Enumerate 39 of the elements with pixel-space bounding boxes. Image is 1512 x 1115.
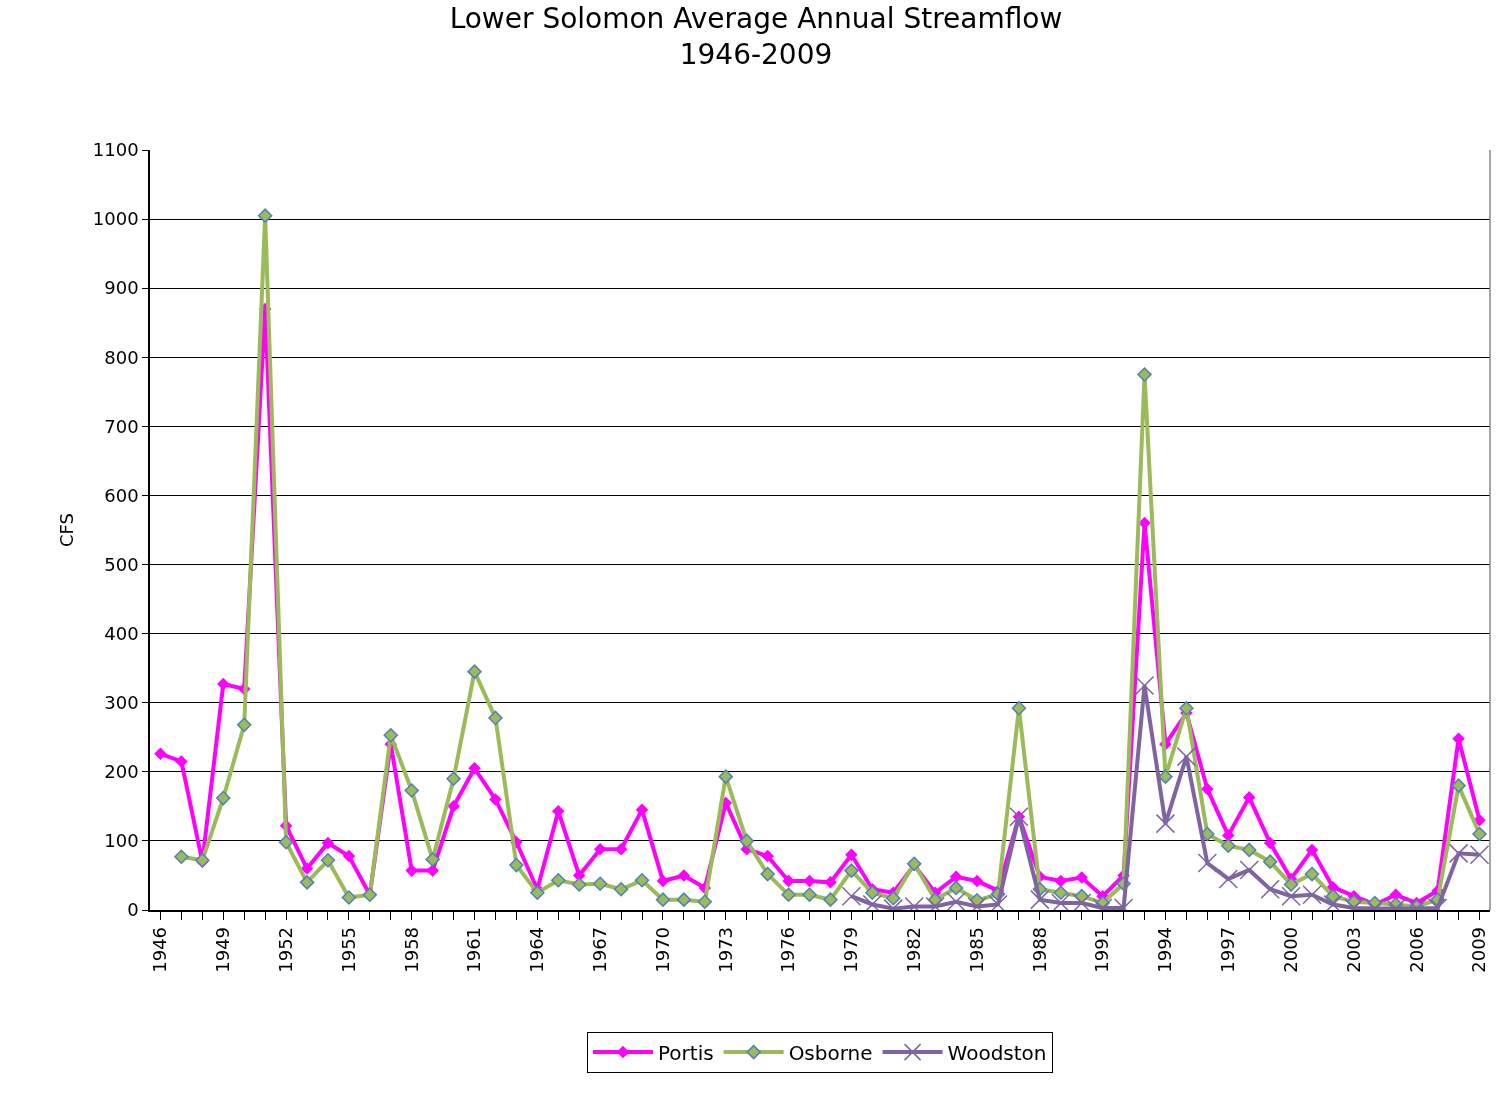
y-tick-label: 900 <box>104 277 139 299</box>
y-tick-label: 400 <box>104 622 139 644</box>
x-tick-label: 1997 <box>1217 926 1239 973</box>
y-axis-title: CFS <box>55 512 77 548</box>
y-tick-label: 100 <box>104 830 139 852</box>
x-tick-label: 1955 <box>337 926 359 973</box>
x-tick-label: 2003 <box>1342 926 1364 973</box>
x-tick-label: 1976 <box>777 926 799 973</box>
legend-label: Portis <box>658 1040 714 1065</box>
x-tick-label: 1958 <box>400 926 422 973</box>
x-tick-label: 2000 <box>1279 926 1301 973</box>
x-tick-label: 1979 <box>840 926 862 973</box>
x-tick-label: 1949 <box>212 926 234 973</box>
y-tick-label: 300 <box>104 692 139 714</box>
y-tick-label: 600 <box>104 484 139 506</box>
x-tick-label: 1985 <box>965 926 987 973</box>
x-tick-label: 1973 <box>714 926 736 973</box>
x-tick-label: 2009 <box>1468 926 1490 973</box>
x-tick-label: 1967 <box>589 926 611 973</box>
x-tick-label: 1988 <box>1028 926 1050 973</box>
x-tick-label: 1952 <box>274 926 296 973</box>
y-tick-label: 800 <box>104 346 139 368</box>
x-tick-label: 1964 <box>526 926 548 973</box>
y-tick-label: 200 <box>104 761 139 783</box>
y-tick-label: 1100 <box>92 139 139 161</box>
y-tick-label: 0 <box>127 899 139 921</box>
y-tick-label: 1000 <box>92 208 139 230</box>
x-tick-label: 1982 <box>903 926 925 973</box>
x-tick-label: 1970 <box>651 926 673 973</box>
legend-label: Woodston <box>947 1040 1047 1065</box>
x-tick-label: 1946 <box>149 926 171 973</box>
x-tick-label: 2006 <box>1405 926 1427 973</box>
y-tick-label: 500 <box>104 553 139 575</box>
x-tick-label: 1961 <box>463 926 485 973</box>
chart-title: Lower Solomon Average Annual Streamflow 1946-2009 <box>449 1 1063 72</box>
y-tick-label: 700 <box>104 415 139 437</box>
x-tick-label: 1994 <box>1154 926 1176 973</box>
x-tick-label: 1991 <box>1091 926 1113 973</box>
legend-label: Osborne <box>788 1040 873 1065</box>
